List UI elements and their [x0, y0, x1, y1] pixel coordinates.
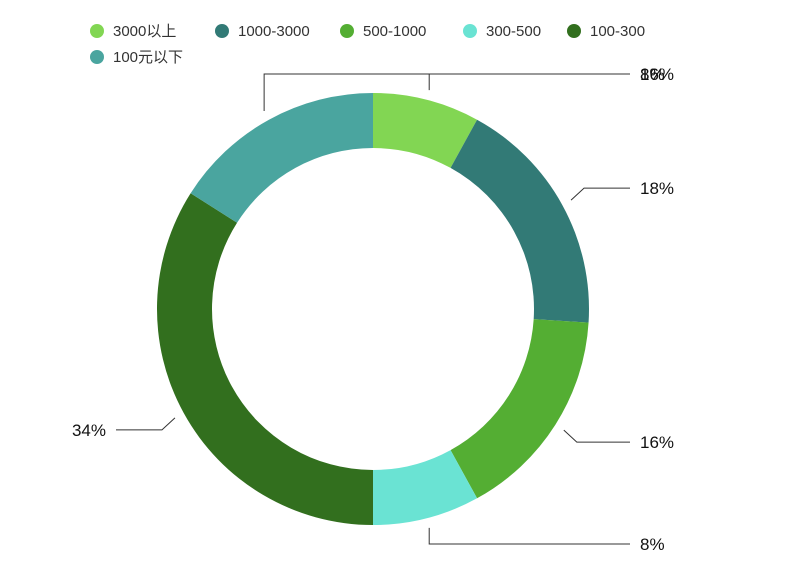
- slice-0[interactable]: [373, 93, 478, 168]
- slice-label-2: 16%: [640, 433, 674, 452]
- donut-slices: [156, 93, 590, 525]
- legend-label-3[interactable]: 300-500: [486, 23, 541, 40]
- slice-3[interactable]: [373, 450, 478, 525]
- legend-marker-0[interactable]: [90, 24, 104, 38]
- chart-legend: 3000以上 1000-3000 500-1000 300-500 100-300 100…: [90, 23, 645, 66]
- legend-marker-2[interactable]: [340, 24, 354, 38]
- slice-label-0: 8%: [640, 65, 665, 84]
- slice-label-5: 16%: [640, 65, 674, 84]
- legend-label-4[interactable]: 100-300: [590, 23, 645, 40]
- legend-marker-4[interactable]: [567, 24, 581, 38]
- slice-1[interactable]: [450, 119, 590, 323]
- legend-label-1[interactable]: 1000-3000: [238, 23, 310, 40]
- leader-line-3: [428, 527, 630, 545]
- leader-line-4: [116, 417, 176, 431]
- slice-labels: 8%18%16%8%34%16%: [72, 65, 674, 554]
- leader-line-5: [263, 73, 630, 111]
- slice-2[interactable]: [450, 319, 589, 499]
- slice-5[interactable]: [190, 93, 373, 223]
- slice-label-3: 8%: [640, 535, 665, 554]
- leader-line-0: [428, 73, 630, 91]
- leader-line-2: [563, 429, 630, 443]
- legend-marker-3[interactable]: [463, 24, 477, 38]
- slice-4[interactable]: [156, 193, 373, 525]
- legend-label-0[interactable]: 3000以上: [113, 23, 176, 40]
- legend-marker-5[interactable]: [90, 50, 104, 64]
- leader-line-1: [570, 187, 630, 201]
- legend-marker-1[interactable]: [215, 24, 229, 38]
- slice-label-4: 34%: [72, 421, 106, 440]
- legend-label-2[interactable]: 500-1000: [363, 23, 426, 40]
- legend-label-5[interactable]: 100元以下: [113, 49, 183, 66]
- slice-label-1: 18%: [640, 179, 674, 198]
